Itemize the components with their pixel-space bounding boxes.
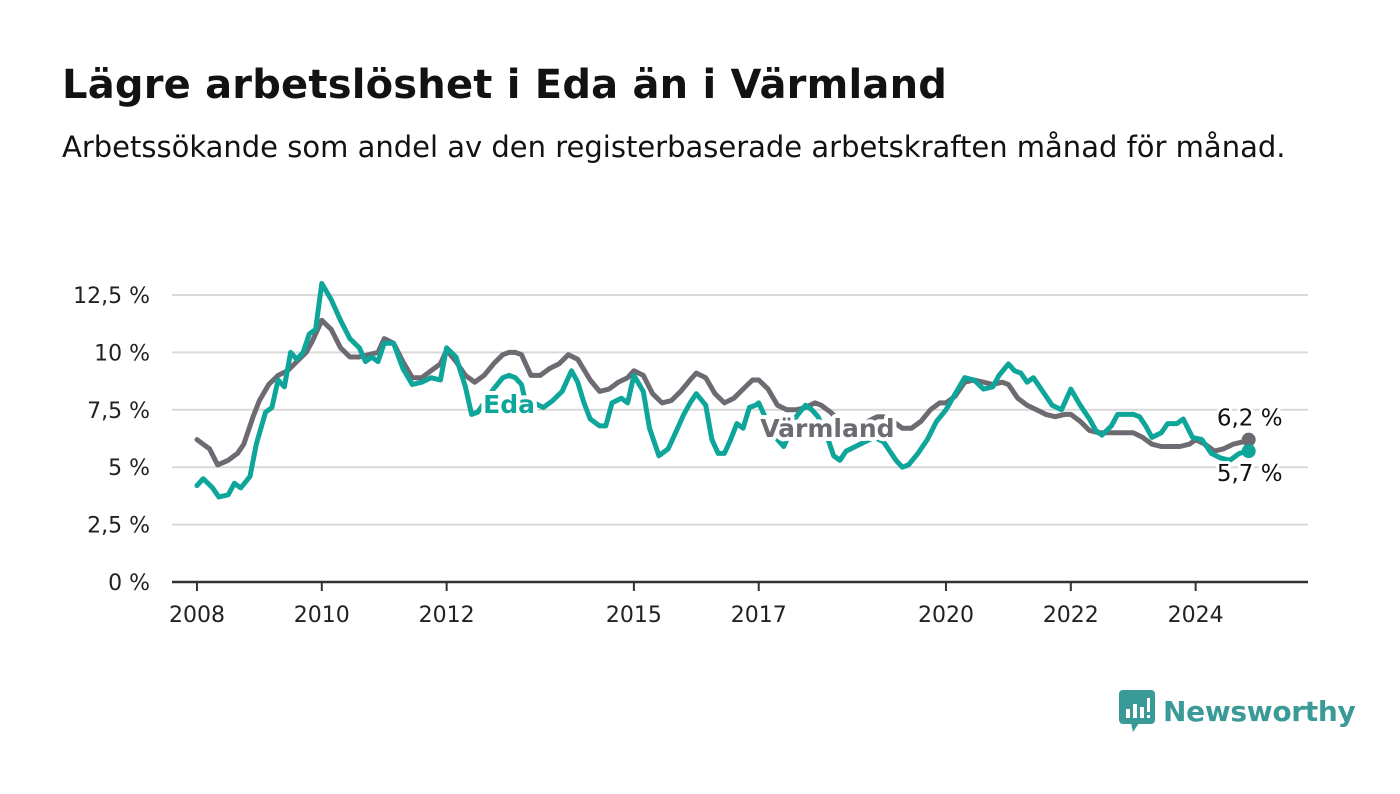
y-tick-label: 10 % bbox=[94, 341, 150, 366]
x-tick-label: 2015 bbox=[606, 603, 662, 628]
end-point-varmland bbox=[1241, 432, 1256, 447]
newsworthy-logo-icon bbox=[1119, 690, 1155, 732]
y-tick-label: 2,5 % bbox=[87, 514, 150, 539]
y-tick-label: 5 % bbox=[108, 456, 150, 481]
x-tick-label: 2008 bbox=[169, 603, 225, 628]
x-tick-label: 2017 bbox=[731, 603, 787, 628]
x-axis: 2008 2010 2012 2015 2017 2020 2022 2024 bbox=[169, 580, 1308, 628]
y-tick-label: 7,5 % bbox=[87, 399, 150, 424]
series-label-eda: Eda bbox=[483, 390, 535, 419]
end-value-label-eda: 5,7 % bbox=[1217, 461, 1283, 487]
series-line-eda bbox=[194, 281, 1252, 500]
y-tick-label: 0 % bbox=[108, 571, 150, 596]
brand-logo: Newsworthy bbox=[1119, 690, 1356, 732]
series-line-varmland bbox=[194, 317, 1252, 468]
x-tick-label: 2012 bbox=[419, 603, 475, 628]
chart-title: Lägre arbetslöshet i Eda än i Värmland bbox=[62, 62, 948, 108]
end-point-eda bbox=[1241, 444, 1256, 459]
brand-name: Newsworthy bbox=[1163, 694, 1356, 728]
x-tick-label: 2020 bbox=[918, 603, 974, 628]
chart-subtitle: Arbetssökande som andel av den registerb… bbox=[62, 130, 1286, 164]
x-tick-label: 2022 bbox=[1043, 603, 1099, 628]
x-tick-label: 2024 bbox=[1168, 603, 1224, 628]
x-tick-label: 2010 bbox=[294, 603, 350, 628]
series-label-varmland: Värmland bbox=[760, 414, 894, 443]
series-lines bbox=[194, 281, 1252, 500]
y-tick-label: 12,5 % bbox=[73, 284, 150, 309]
end-value-label-varmland: 6,2 % bbox=[1217, 406, 1283, 432]
series-labels: Eda Värmland 6,2 % 5,7 % bbox=[479, 386, 1285, 490]
y-axis: 0 % 2,5 % 5 % 7,5 % 10 % 12,5 % bbox=[73, 284, 150, 596]
